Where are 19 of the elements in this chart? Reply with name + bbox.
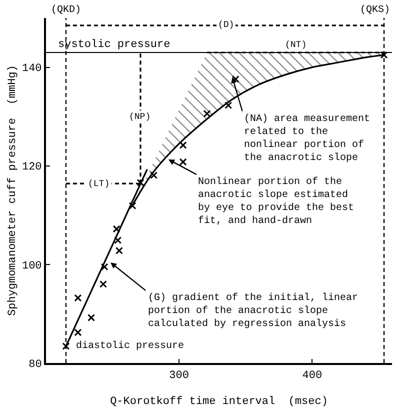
- annotation: (LT): [88, 179, 110, 189]
- ref-line-label: (QKS): [360, 4, 390, 16]
- x-tick-label: 300: [169, 370, 189, 382]
- y-tick-label: 120: [22, 162, 42, 174]
- y-tick-label: 140: [22, 63, 42, 76]
- annotation: diastolic pressure: [76, 340, 184, 352]
- annotation: Nonlinear portion of the anacrotic slope estimated by eye to provide the best fit, and hand-drawn: [198, 176, 354, 227]
- ref-line-label: systolic pressure: [58, 39, 170, 51]
- x-tick-label: 400: [302, 370, 322, 382]
- ref-line-label: (QKD): [51, 4, 82, 16]
- annotation: (NT): [285, 40, 307, 50]
- annotation: (G) gradient of the initial, linear portion of the anacrotic slope calculated by regression analysis: [148, 292, 358, 330]
- x-axis-title: Q-Korotkoff time interval (msec): [110, 396, 328, 408]
- y-tick-label: 80: [28, 358, 42, 371]
- annotation: (NA) area measurement related to the nonlinear portion of the anacrotic slope: [244, 113, 370, 164]
- y-axis-title: Sphygmomanometer cuff pressure (mmHg): [7, 65, 20, 316]
- annotation: (NP): [129, 112, 151, 122]
- annotation: (D): [218, 20, 234, 30]
- y-tick-label: 100: [22, 260, 42, 272]
